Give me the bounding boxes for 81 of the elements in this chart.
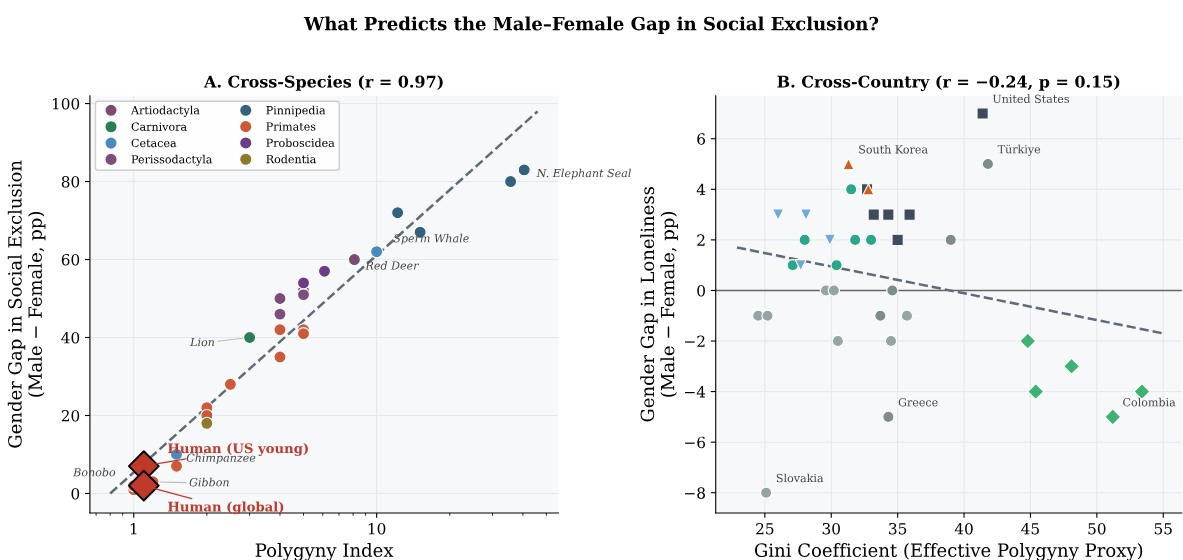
point <box>823 233 837 247</box>
point <box>864 233 878 247</box>
y-tick-label: −2 <box>685 335 705 347</box>
point <box>1027 383 1045 401</box>
annotation: N. Elephant Seal <box>536 168 631 180</box>
point <box>981 157 995 171</box>
legend-label: Perissodactyla <box>131 154 213 166</box>
point <box>760 486 773 499</box>
point <box>799 208 813 221</box>
legend-label: Primates <box>266 122 316 131</box>
x-tick-label: 50 <box>1088 522 1106 535</box>
y-tick-label: 20 <box>61 409 80 422</box>
y-tick-label: 4 <box>696 183 706 196</box>
point <box>830 259 843 272</box>
point <box>891 233 904 247</box>
x-tick-label: 30 <box>822 522 840 535</box>
point <box>771 208 785 221</box>
annotation: Sperm Whale <box>393 233 469 245</box>
annotation: Türkiye <box>997 144 1041 156</box>
chart-title: A. Cross-Species (r = 0.97) <box>203 75 443 91</box>
point <box>798 233 811 247</box>
point <box>761 309 774 322</box>
annotation: South Korea <box>859 144 928 154</box>
point <box>848 233 862 247</box>
legend-label: Proboscidea <box>266 138 335 147</box>
legend-label: Rodentia <box>266 154 316 164</box>
x-tick-label: 40 <box>954 522 973 535</box>
y-tick-label: 6 <box>697 133 706 145</box>
x-tick-label: 45 <box>1021 522 1039 535</box>
x-tick-label: 55 <box>1154 523 1172 535</box>
y-axis-title: Gender Gap in Social Exclusion (Male − Female, pp) <box>7 160 46 448</box>
y-tick-label: 2 <box>697 234 705 246</box>
x-tick-label: 10 <box>368 522 386 535</box>
point <box>827 284 841 297</box>
x-tick-label: 25 <box>756 522 774 535</box>
y-tick-label: −4 <box>685 386 706 398</box>
x-tick-label: 1 <box>130 522 137 535</box>
y-tick-label: 0 <box>697 284 705 297</box>
point <box>886 284 899 297</box>
x-axis-title: Polygyny Index <box>255 543 394 560</box>
annotation: Red Deer <box>365 261 420 270</box>
point <box>976 107 989 120</box>
legend-label: Carnivora <box>131 122 187 131</box>
chart-title: B. Cross-Country (r = −0.24, p = 0.15) <box>777 75 1120 91</box>
point <box>845 183 858 196</box>
annotation: Colombia <box>1123 397 1176 407</box>
y-tick-label: 0 <box>71 487 80 500</box>
annotation: United States <box>992 94 1069 103</box>
point <box>874 309 887 322</box>
x-tick-label: 35 <box>889 522 907 535</box>
point <box>944 233 957 247</box>
legend-label: Pinnipedia <box>266 105 326 117</box>
y-tick-label: −8 <box>685 487 705 499</box>
point <box>882 410 895 424</box>
series-label: Human (global) <box>168 501 284 515</box>
point <box>882 208 895 221</box>
point <box>842 157 855 171</box>
point <box>867 208 880 221</box>
point <box>884 334 898 348</box>
point <box>794 259 807 272</box>
annotation: Gibbon <box>189 477 229 487</box>
text: What Predicts the Male–Female Gap in Social Exclusion? <box>303 16 879 34</box>
point <box>1063 357 1081 375</box>
annotation: Slovakia <box>776 473 824 483</box>
y-tick-label: 60 <box>61 253 80 266</box>
y-tick-label: 80 <box>61 176 80 188</box>
y-tick-label: −6 <box>685 436 706 449</box>
point <box>900 309 914 322</box>
annotation: Lion <box>189 337 215 347</box>
legend-label: Cetacea <box>131 138 177 148</box>
x-axis-title: Gini Coefficient (Effective Polygyny Proxy) <box>754 543 1143 560</box>
legend-label: Artiodactyla <box>130 105 200 117</box>
y-tick-label: 100 <box>52 98 80 110</box>
y-tick-label: 40 <box>61 331 80 344</box>
annotation: Chimpanzee <box>186 453 256 465</box>
annotation: Greece <box>898 397 938 407</box>
point <box>831 334 845 348</box>
y-axis-title: Gender Gap in Loneliness (Male − Female, pp) <box>640 187 678 422</box>
point <box>903 208 916 221</box>
point <box>1019 332 1037 350</box>
point <box>1104 408 1122 426</box>
